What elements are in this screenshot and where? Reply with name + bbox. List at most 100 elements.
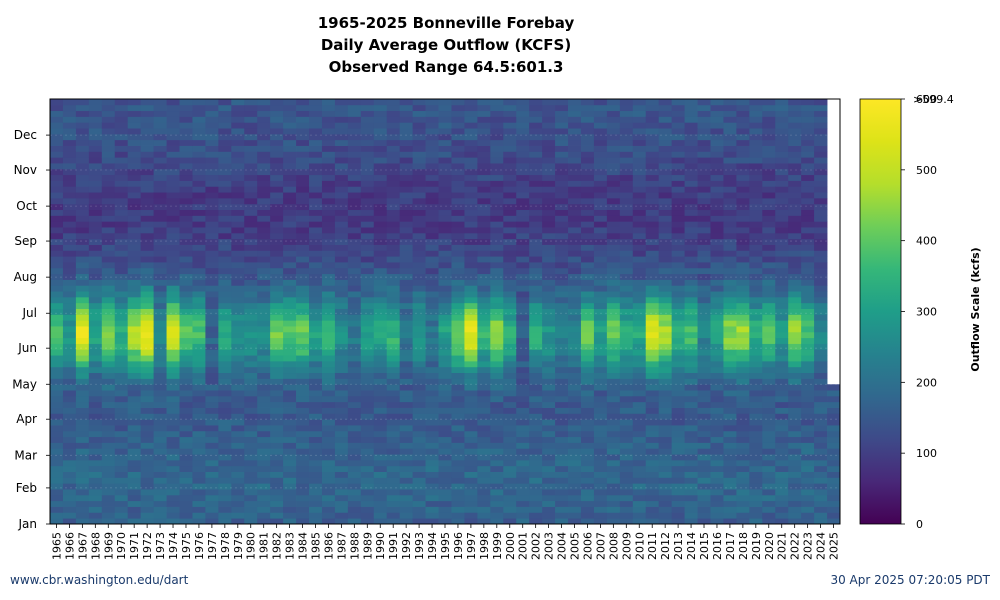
heatmap-cell <box>425 244 439 251</box>
heatmap-cell <box>632 454 647 461</box>
heatmap-cell <box>179 436 193 443</box>
heatmap-cell <box>283 430 297 438</box>
heatmap-cell <box>296 139 310 146</box>
heatmap-cell <box>101 378 116 385</box>
heatmap-cell <box>516 215 530 222</box>
heatmap-cell <box>412 244 426 251</box>
heatmap-cell <box>62 326 77 333</box>
heatmap-cell <box>555 104 569 112</box>
heatmap-cell <box>62 413 77 420</box>
heatmap-cell <box>477 232 491 240</box>
heatmap-cell <box>373 337 388 344</box>
heatmap-cell <box>114 430 129 438</box>
heatmap-cell <box>671 518 685 525</box>
heatmap-cell <box>244 116 258 123</box>
heatmap-cell <box>542 372 556 379</box>
heatmap-cell <box>50 459 64 467</box>
heatmap-cell <box>762 390 776 397</box>
heatmap-cell <box>516 366 530 374</box>
footer-website[interactable]: www.cbr.washington.edu/dart <box>10 573 189 587</box>
heatmap-cell <box>762 104 776 112</box>
heatmap-cell <box>710 494 724 502</box>
heatmap-cell <box>464 483 478 490</box>
heatmap-cell <box>814 384 828 391</box>
heatmap-cell <box>399 436 414 443</box>
heatmap-cell <box>205 157 219 164</box>
heatmap-cell <box>438 366 452 374</box>
heatmap-cell <box>127 326 142 333</box>
heatmap-cell <box>360 122 375 129</box>
heatmap-cell <box>762 139 776 146</box>
heatmap-cell <box>671 232 685 240</box>
heatmap-cell <box>814 285 828 292</box>
heatmap-cell <box>542 151 556 158</box>
heatmap-cell <box>438 232 452 240</box>
heatmap-cell <box>710 273 724 280</box>
heatmap-cell <box>75 465 90 472</box>
heatmap-cell <box>347 500 362 507</box>
heatmap-cell <box>166 419 180 426</box>
heatmap-cell <box>386 465 401 472</box>
heatmap-cell <box>153 489 167 496</box>
heatmap-cell <box>775 279 789 286</box>
heatmap-cell <box>399 331 414 339</box>
heatmap-cell <box>257 448 271 455</box>
heatmap-cell <box>477 465 491 472</box>
heatmap-cell <box>762 227 776 234</box>
heatmap-cell <box>619 500 634 507</box>
heatmap-cell <box>438 151 452 158</box>
heatmap-cell <box>619 157 634 164</box>
heatmap-cell <box>140 343 155 350</box>
heatmap-cell <box>244 401 258 408</box>
heatmap-cell <box>451 145 465 152</box>
heatmap-cell <box>88 454 103 461</box>
heatmap-cell <box>723 494 737 502</box>
heatmap-cell <box>50 104 64 112</box>
heatmap-cell <box>619 331 634 339</box>
heatmap-cell <box>140 104 155 112</box>
heatmap-cell <box>386 250 401 257</box>
heatmap-cell <box>710 244 724 251</box>
heatmap-cell <box>814 500 828 507</box>
heatmap-cell <box>192 99 206 106</box>
heatmap-cell <box>373 291 388 298</box>
heatmap-cell <box>321 128 336 135</box>
heatmap-cell <box>347 221 362 228</box>
heatmap-cell <box>684 436 698 443</box>
heatmap-cell <box>218 477 232 484</box>
heatmap-cell <box>283 168 297 176</box>
heatmap-cell <box>619 355 634 362</box>
heatmap-cell <box>166 128 180 135</box>
heatmap-cell <box>710 180 724 187</box>
heatmap-cell <box>321 512 336 519</box>
heatmap-cell <box>801 459 815 467</box>
heatmap-cell <box>632 192 647 199</box>
heatmap-cell <box>231 384 245 391</box>
heatmap-cell <box>114 407 129 414</box>
heatmap-cell <box>723 267 737 275</box>
heatmap-cell <box>347 232 362 240</box>
heatmap-cell <box>529 139 543 146</box>
heatmap-cell <box>114 500 129 507</box>
heatmap-cell <box>749 425 763 432</box>
heatmap-cell <box>710 250 724 257</box>
heatmap-cell <box>205 454 219 461</box>
heatmap-cell <box>257 413 271 420</box>
heatmap-cell <box>153 378 167 385</box>
heatmap-cell <box>723 430 737 438</box>
heatmap-cell <box>697 139 711 146</box>
heatmap-cell <box>788 238 802 245</box>
colorbar-tick-label: 500 <box>916 164 937 177</box>
heatmap-cell <box>270 203 284 211</box>
heatmap-cell <box>632 326 647 333</box>
heatmap-cell <box>127 139 142 146</box>
heatmap-cell <box>321 401 336 408</box>
heatmap-cell <box>619 384 634 391</box>
heatmap-cell <box>179 395 193 403</box>
heatmap-cell <box>736 104 750 112</box>
heatmap-cell <box>62 145 77 152</box>
heatmap-cell <box>697 343 711 350</box>
heatmap-cell <box>166 267 180 275</box>
heatmap-cell <box>140 215 155 222</box>
heatmap-cell <box>412 506 426 513</box>
